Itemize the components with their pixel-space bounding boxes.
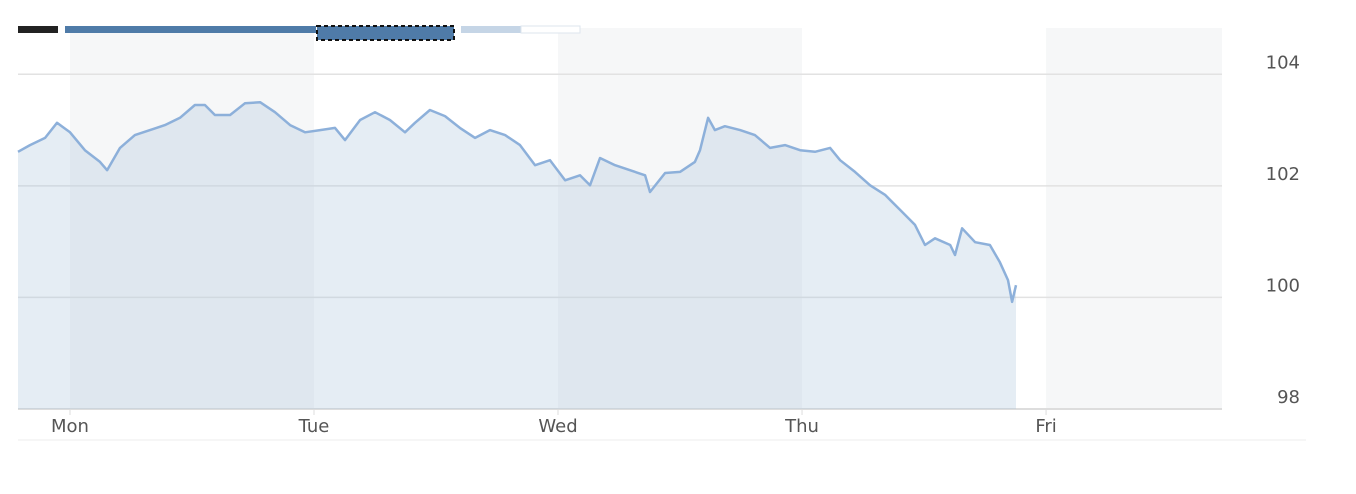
day-bands <box>69 28 1222 409</box>
line <box>17 100 1018 304</box>
x-tick-label: Fri <box>1035 416 1056 437</box>
y-tick-label: 98 <box>1277 387 1300 408</box>
x-tick-label: Thu <box>784 416 819 437</box>
day-band <box>69 28 314 409</box>
x-tick-label: Wed <box>538 416 577 437</box>
range-button[interactable] <box>18 26 58 33</box>
day-band <box>1046 28 1222 409</box>
day-band <box>558 28 803 409</box>
y-tick-label: 100 <box>1266 275 1300 296</box>
y-tick-label: 102 <box>1266 164 1300 185</box>
range-button[interactable] <box>461 26 521 33</box>
range-button[interactable] <box>520 25 581 34</box>
x-tick-label: Tue <box>298 416 330 437</box>
area <box>18 102 1016 409</box>
y-tick-label: 104 <box>1266 52 1300 73</box>
x-tick-label: Mon <box>51 416 89 437</box>
range-button[interactable] <box>65 26 316 33</box>
range-button[interactable] <box>316 25 455 41</box>
